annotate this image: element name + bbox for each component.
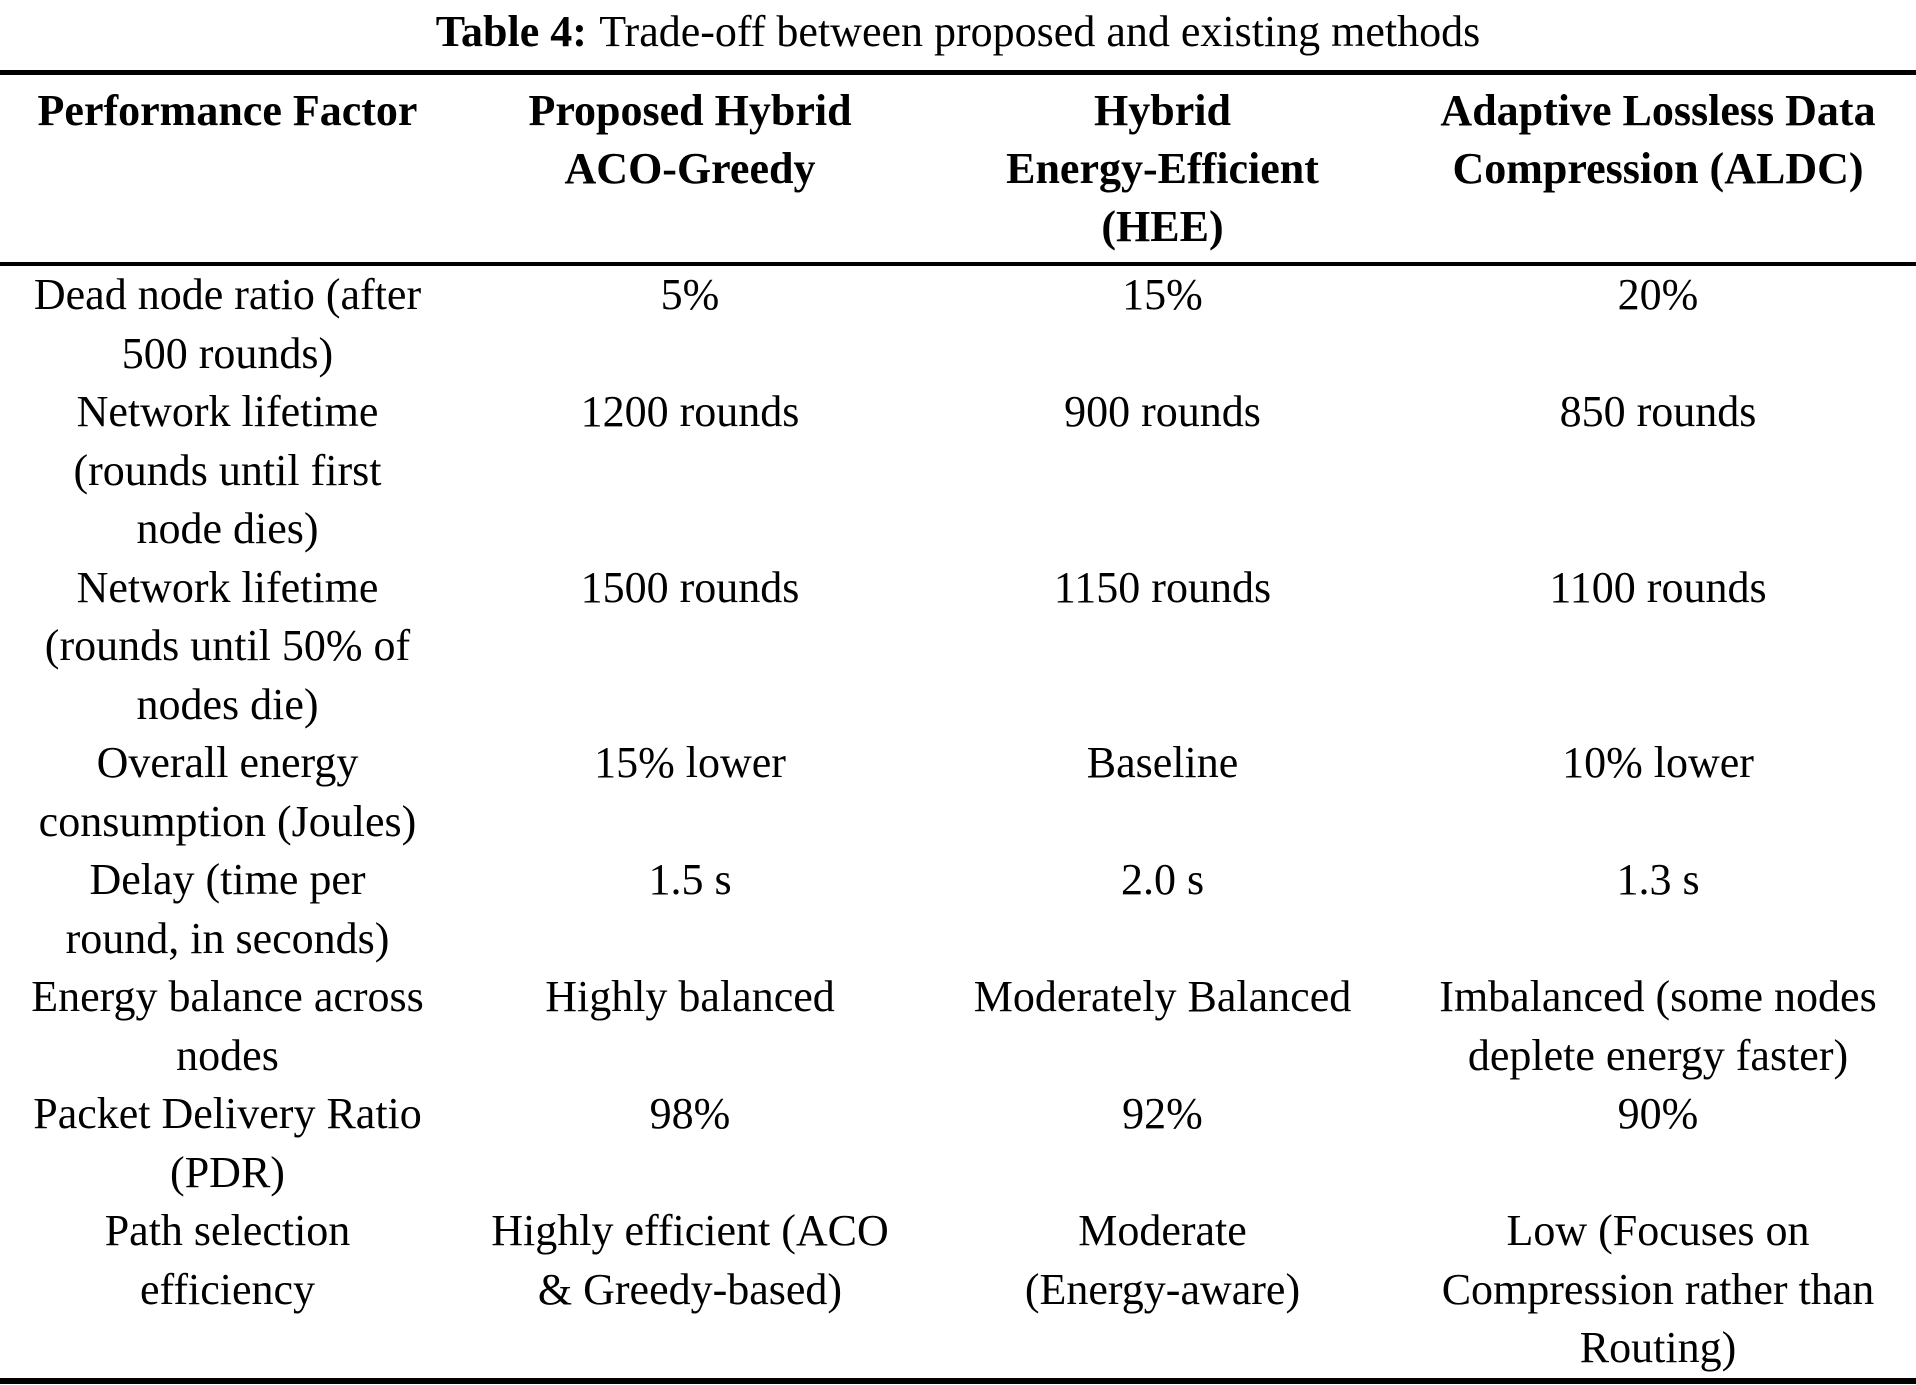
factor-cell: Overall energy consumption (Joules): [38, 738, 417, 846]
factor-cell: Network lifetime (rounds until 50% of no…: [44, 562, 411, 729]
value-cell: Highly balanced: [545, 972, 835, 1021]
table-row-overall-energy-consumption: Overall energy consumption (Joules) 15% …: [0, 734, 1916, 851]
table-row-network-lifetime-first-node: Network lifetime (rounds until first nod…: [0, 383, 1916, 559]
table-row-path-selection-efficiency: Path selection efficiency Highly efficie…: [0, 1202, 1916, 1381]
value-cell: 20%: [1617, 270, 1699, 319]
column-header-proposed-hybrid-aco-greedy: Proposed Hybrid ACO-Greedy: [455, 72, 925, 266]
value-cell: 1100 rounds: [1549, 562, 1767, 612]
table-row-energy-balance: Energy balance across nodes Highly balan…: [0, 968, 1916, 1085]
value-cell: 1500 rounds: [580, 562, 800, 612]
value-cell: Moderately Balanced: [973, 972, 1352, 1021]
comparison-table: Performance Factor Proposed Hybrid ACO-G…: [0, 70, 1916, 1384]
column-header-hybrid-energy-efficient-hee: Hybrid Energy-Efficient (HEE): [925, 72, 1400, 266]
value-cell: 92%: [1122, 1089, 1203, 1138]
table-caption-label: Table 4:: [435, 7, 587, 56]
table-row-dead-node-ratio: Dead node ratio (after 500 rounds) 5% 15…: [0, 264, 1916, 383]
value-cell: 90%: [1617, 1089, 1699, 1138]
table-row-network-lifetime-50-percent: Network lifetime (rounds until 50% of no…: [0, 559, 1916, 735]
column-header-performance-factor: Performance Factor: [0, 72, 455, 266]
value-cell: 1150 rounds: [1053, 562, 1272, 612]
factor-cell: Delay (time per round, in seconds): [65, 855, 390, 963]
value-cell: 900 rounds: [1064, 387, 1261, 436]
value-cell: Baseline: [1086, 738, 1239, 787]
factor-cell: Dead node ratio (after 500 rounds): [33, 270, 422, 378]
table-caption: Table 4: Trade-off between proposed and e…: [0, 0, 1916, 70]
value-cell: Highly efficient (ACO & Greedy-based): [491, 1206, 889, 1314]
value-cell: 10% lower: [1562, 738, 1754, 787]
value-cell: 15%: [1122, 270, 1203, 319]
factor-cell: Network lifetime (rounds until first nod…: [73, 387, 382, 553]
value-cell: Moderate (Energy-aware): [1024, 1206, 1301, 1314]
value-cell: 5%: [660, 270, 720, 319]
factor-cell: Packet Delivery Ratio (PDR): [33, 1089, 422, 1197]
table-row-packet-delivery-ratio: Packet Delivery Ratio (PDR) 98% 92% 90%: [0, 1085, 1916, 1202]
header-row: Performance Factor Proposed Hybrid ACO-G…: [0, 72, 1916, 266]
value-cell: 1.3 s: [1616, 855, 1700, 904]
value-cell: 1200 rounds: [580, 387, 800, 436]
value-cell: Imbalanced (some nodes deplete energy fa…: [1439, 972, 1877, 1080]
factor-cell: Path selection efficiency: [104, 1206, 351, 1314]
value-cell: 1.5 s: [648, 855, 732, 904]
value-cell: 2.0 s: [1120, 855, 1205, 904]
table-row-delay: Delay (time per round, in seconds) 1.5 s…: [0, 851, 1916, 968]
column-header-aldc: Adaptive Lossless Data Compression (ALDC…: [1400, 72, 1916, 266]
value-cell: 15% lower: [594, 738, 786, 787]
value-cell: 850 rounds: [1559, 387, 1757, 436]
value-cell: Low (Focuses on Compression rather than …: [1441, 1206, 1875, 1372]
value-cell: 98%: [649, 1089, 731, 1138]
factor-cell: Energy balance across nodes: [31, 972, 424, 1080]
table-caption-text: Trade-off between proposed and existing …: [599, 7, 1481, 56]
